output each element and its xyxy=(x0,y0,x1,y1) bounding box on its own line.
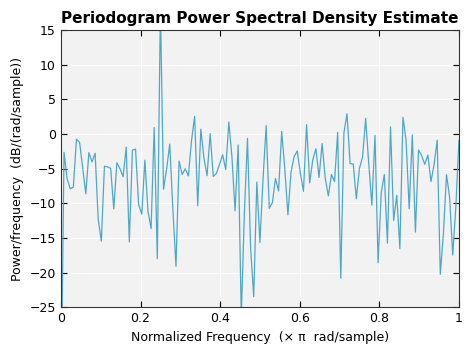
X-axis label: Normalized Frequency  (× π  rad/sample): Normalized Frequency (× π rad/sample) xyxy=(131,331,389,344)
Title: Periodogram Power Spectral Density Estimate: Periodogram Power Spectral Density Estim… xyxy=(61,11,459,26)
Y-axis label: Power/frequency  (dB/(rad/sample)): Power/frequency (dB/(rad/sample)) xyxy=(11,57,24,281)
